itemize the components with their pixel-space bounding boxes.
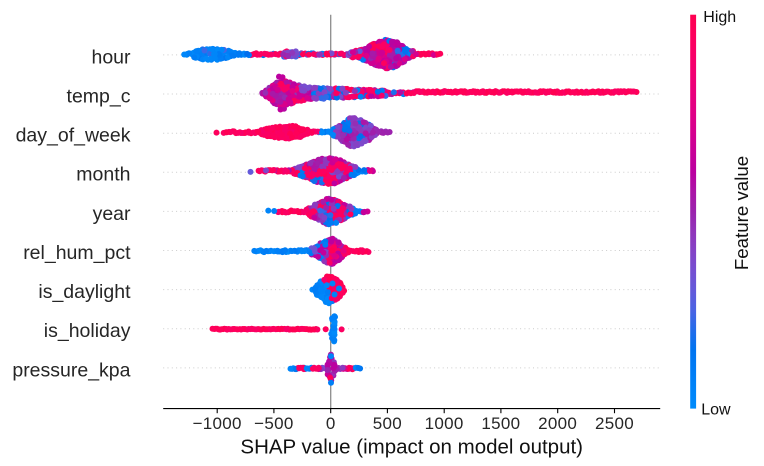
svg-text:is_daylight: is_daylight	[38, 281, 131, 303]
svg-text:1000: 1000	[425, 414, 464, 433]
svg-text:2500: 2500	[595, 414, 634, 433]
svg-text:2000: 2000	[538, 414, 577, 433]
svg-text:SHAP value (impact on model ou: SHAP value (impact on model output)	[240, 436, 583, 459]
svg-text:temp_c: temp_c	[67, 85, 131, 107]
svg-text:High: High	[703, 9, 736, 26]
svg-text:Low: Low	[701, 402, 731, 419]
svg-text:day_of_week: day_of_week	[16, 125, 131, 147]
svg-text:pressure_kpa: pressure_kpa	[12, 359, 130, 381]
svg-text:year: year	[93, 203, 131, 225]
svg-text:hour: hour	[91, 46, 131, 68]
svg-text:Feature value: Feature value	[731, 156, 752, 270]
svg-text:is_holiday: is_holiday	[44, 320, 131, 342]
svg-text:1500: 1500	[481, 414, 520, 433]
svg-text:rel_hum_pct: rel_hum_pct	[23, 242, 131, 264]
svg-text:500: 500	[373, 414, 402, 433]
svg-text:−1000: −1000	[193, 414, 242, 433]
svg-text:month: month	[76, 164, 130, 186]
svg-text:−500: −500	[254, 414, 294, 433]
svg-text:0: 0	[326, 414, 336, 433]
